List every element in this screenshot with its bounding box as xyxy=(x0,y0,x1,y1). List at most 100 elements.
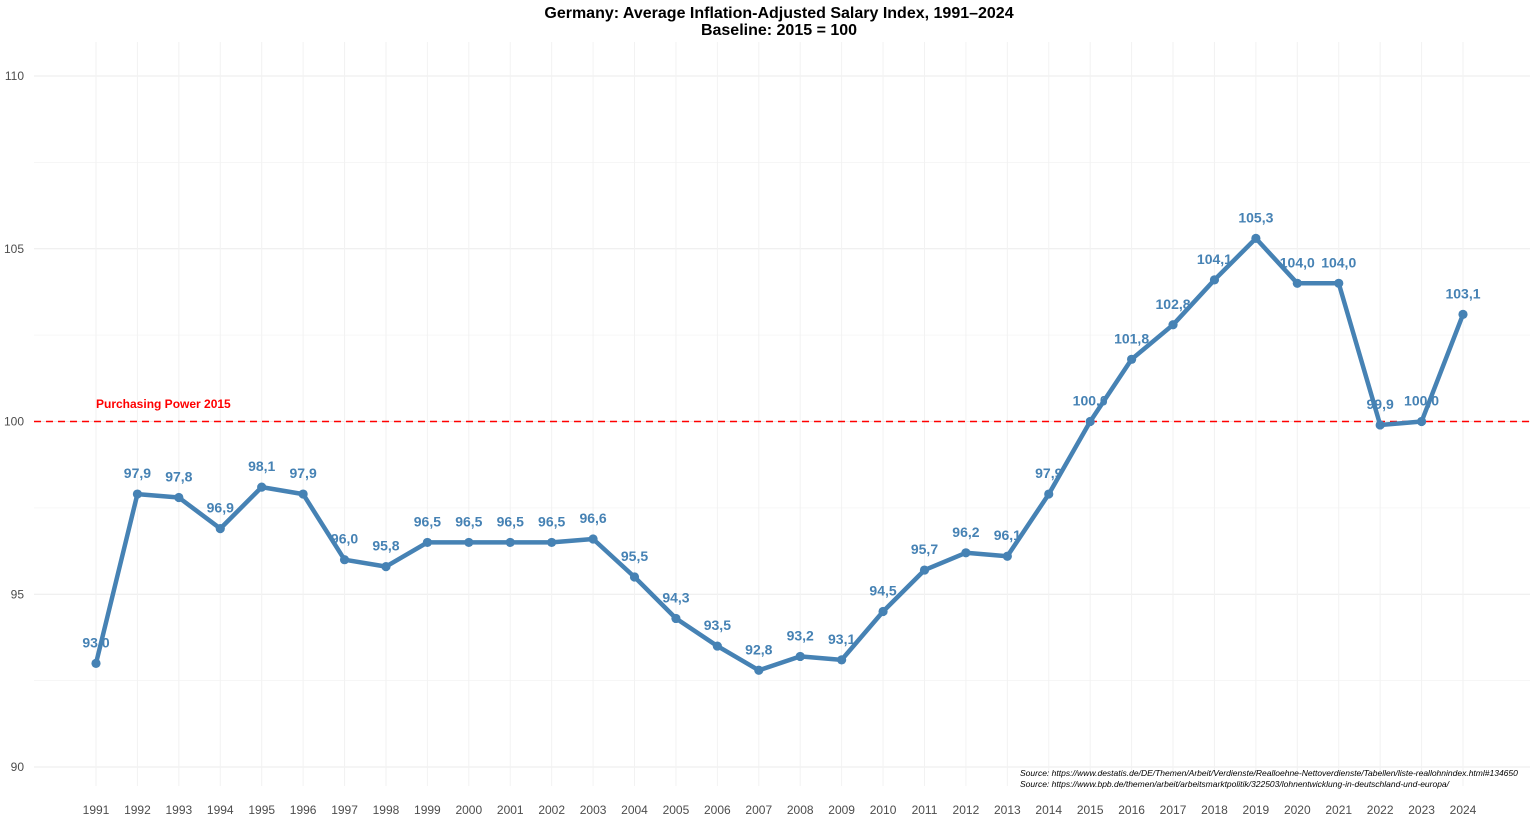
y-tick-label: 105 xyxy=(4,242,24,256)
data-point xyxy=(298,489,308,499)
gridlines xyxy=(34,42,1530,786)
x-tick-label: 2019 xyxy=(1243,803,1270,817)
data-label: 100,0 xyxy=(1073,393,1108,409)
y-axis: 90 95 100 105 110 xyxy=(4,69,24,774)
data-point xyxy=(754,665,764,675)
data-label: 97,8 xyxy=(165,469,192,485)
x-tick-label: 1999 xyxy=(414,803,441,817)
x-tick-label: 1993 xyxy=(165,803,192,817)
data-label: 95,8 xyxy=(372,538,399,554)
data-point xyxy=(1375,420,1385,430)
data-point xyxy=(795,651,805,662)
data-label: 93,5 xyxy=(704,617,731,633)
data-point xyxy=(1458,309,1468,319)
data-label: 104,1 xyxy=(1197,251,1232,267)
y-tick-label: 90 xyxy=(11,760,25,774)
data-point xyxy=(961,548,971,558)
data-point xyxy=(1085,416,1095,427)
data-label: 103,1 xyxy=(1445,285,1480,301)
x-tick-label: 2009 xyxy=(828,803,855,817)
x-tick-label: 1998 xyxy=(373,803,400,817)
data-point xyxy=(588,534,598,544)
data-point xyxy=(1334,278,1344,288)
data-label: 96,5 xyxy=(414,513,441,529)
data-point xyxy=(1251,233,1261,243)
data-point xyxy=(174,492,184,503)
data-label: 97,9 xyxy=(1035,465,1062,481)
data-label: 96,5 xyxy=(455,513,482,529)
x-tick-label: 1996 xyxy=(290,803,317,817)
x-tick-label: 2004 xyxy=(621,803,648,817)
data-point xyxy=(1127,354,1137,364)
x-tick-label: 2001 xyxy=(497,803,524,817)
x-tick-label: 2017 xyxy=(1160,803,1187,817)
data-label: 96,5 xyxy=(497,513,524,529)
x-tick-label: 2012 xyxy=(953,803,980,817)
reference-line-label: Purchasing Power 2015 xyxy=(96,397,231,411)
x-tick-label: 2023 xyxy=(1408,803,1435,817)
data-point xyxy=(1002,551,1012,561)
series-line-group xyxy=(93,236,1466,673)
data-point xyxy=(381,562,391,572)
x-tick-label: 2016 xyxy=(1118,803,1145,817)
data-point xyxy=(629,572,640,582)
data-label: 100,0 xyxy=(1404,393,1439,409)
x-tick-label: 2018 xyxy=(1201,803,1228,817)
data-label: 95,5 xyxy=(621,548,648,564)
chart-title: Germany: Average Inflation-Adjusted Sala… xyxy=(544,5,1013,22)
x-tick-label: 1992 xyxy=(124,803,151,817)
data-point xyxy=(1292,278,1302,288)
x-tick-label: 2000 xyxy=(455,803,482,817)
x-tick-label: 2006 xyxy=(704,803,731,817)
x-tick-label: 2024 xyxy=(1450,803,1477,817)
data-point xyxy=(132,489,143,499)
data-label: 96,6 xyxy=(579,510,606,526)
x-tick-label: 2007 xyxy=(745,803,772,817)
data-label: 98,1 xyxy=(248,458,275,474)
data-point xyxy=(1044,489,1054,499)
x-axis: 1991 1992 1993 1994 1995 1996 1997 1998 1999 2000… xyxy=(83,803,1477,817)
data-label: 96,1 xyxy=(994,527,1021,543)
data-label: 99,9 xyxy=(1367,396,1394,412)
data-point xyxy=(1168,320,1178,330)
data-label: 96,9 xyxy=(207,500,234,516)
series-line xyxy=(93,236,1466,673)
data-label: 97,9 xyxy=(124,465,151,481)
data-point xyxy=(422,537,432,548)
data-label: 101,8 xyxy=(1114,330,1149,346)
data-label: 96,5 xyxy=(538,513,565,529)
source-note-2: Source: https://www.bpb.de/themen/arbeit… xyxy=(1020,779,1451,789)
x-tick-label: 2013 xyxy=(994,803,1021,817)
data-label: 96,0 xyxy=(331,531,358,547)
data-label: 104,0 xyxy=(1280,254,1315,270)
data-point xyxy=(671,613,681,624)
data-point xyxy=(215,524,225,534)
chart-subtitle: Baseline: 2015 = 100 xyxy=(701,22,857,39)
data-point xyxy=(837,655,847,665)
y-tick-label: 100 xyxy=(4,415,24,429)
data-label: 93,0 xyxy=(82,634,109,650)
y-tick-label: 95 xyxy=(11,587,25,601)
x-tick-label: 1997 xyxy=(331,803,358,817)
data-point xyxy=(505,537,515,548)
data-point xyxy=(91,658,101,668)
x-tick-label: 2003 xyxy=(580,803,607,817)
x-tick-label: 1995 xyxy=(248,803,275,817)
x-tick-label: 2010 xyxy=(870,803,897,817)
x-tick-label: 1991 xyxy=(83,803,110,817)
x-tick-label: 2011 xyxy=(912,803,938,817)
x-tick-label: 2008 xyxy=(787,803,814,817)
data-label: 102,8 xyxy=(1156,296,1191,312)
x-tick-label: 1994 xyxy=(207,803,234,817)
data-point xyxy=(712,641,722,651)
data-point xyxy=(919,565,930,575)
data-point xyxy=(547,537,557,548)
data-label: 97,9 xyxy=(289,465,316,481)
data-label: 93,2 xyxy=(787,627,814,643)
data-label: 93,1 xyxy=(828,631,855,647)
data-point xyxy=(1416,416,1427,427)
data-label: 95,7 xyxy=(911,541,938,557)
x-tick-label: 2021 xyxy=(1325,803,1352,817)
source-note-1: Source: https://www.destatis.de/DE/Theme… xyxy=(1020,768,1518,778)
